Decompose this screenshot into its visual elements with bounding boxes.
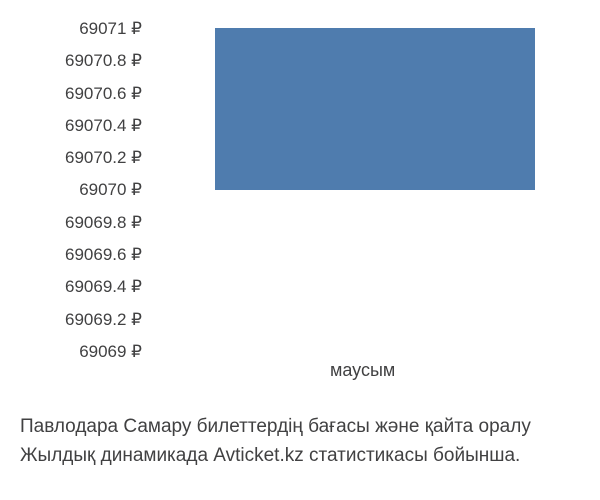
x-axis-label: маусым [330, 360, 395, 381]
y-tick: 69070.2 ₽ [20, 149, 150, 166]
y-tick: 69069.8 ₽ [20, 214, 150, 231]
y-axis: 69071 ₽ 69070.8 ₽ 69070.6 ₽ 69070.4 ₽ 69… [20, 20, 150, 360]
chart-container: 69071 ₽ 69070.8 ₽ 69070.6 ₽ 69070.4 ₽ 69… [20, 20, 580, 380]
y-tick: 69070.8 ₽ [20, 52, 150, 69]
y-tick: 69069.6 ₽ [20, 246, 150, 263]
bar [215, 28, 535, 190]
y-tick: 69070.4 ₽ [20, 117, 150, 134]
y-tick: 69070 ₽ [20, 181, 150, 198]
caption: Павлодара Самару билеттердің бағасы және… [20, 413, 580, 470]
plot-area [160, 28, 565, 352]
y-tick: 69070.6 ₽ [20, 85, 150, 102]
y-tick: 69071 ₽ [20, 20, 150, 37]
y-tick: 69069.2 ₽ [20, 311, 150, 328]
caption-line-2: Жылдық динамикада Avticket.kz статистика… [20, 442, 580, 471]
caption-line-1: Павлодара Самару билеттердің бағасы және… [20, 413, 580, 442]
y-tick: 69069 ₽ [20, 343, 150, 360]
y-tick: 69069.4 ₽ [20, 278, 150, 295]
